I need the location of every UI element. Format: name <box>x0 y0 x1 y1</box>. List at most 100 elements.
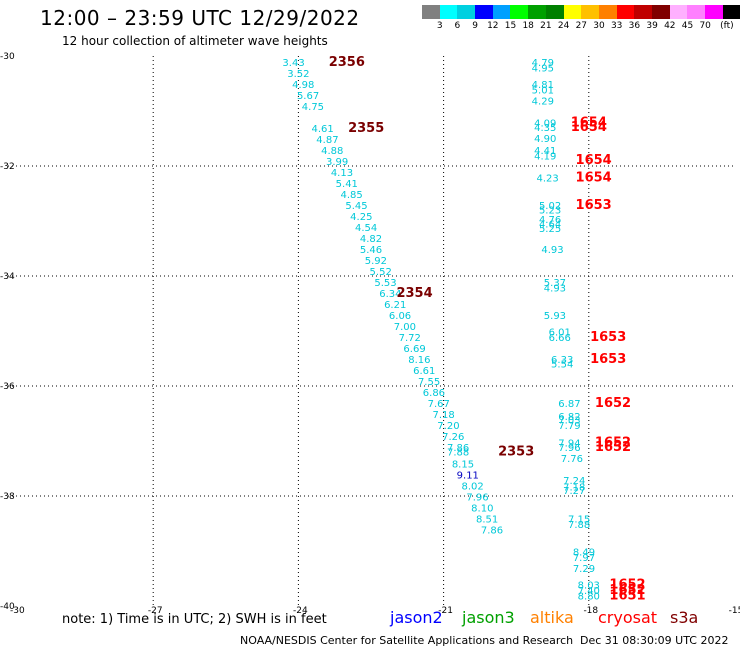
wave-height-value: 4.75 <box>302 102 324 113</box>
wave-height-value: 7.76 <box>561 454 583 465</box>
color-scale-label: (ft) <box>720 21 734 31</box>
wave-height-value: 7.96 <box>558 443 580 454</box>
wave-height-value: 5.54 <box>551 359 573 370</box>
wave-height-value: 6.61 <box>413 366 435 377</box>
wave-height-value: 4.64 <box>539 220 561 231</box>
credit-text: NOAA/NESDIS Center for Satellite Applica… <box>240 634 574 647</box>
x-tick-label: -24 <box>293 606 308 616</box>
wave-height-value: 4.13 <box>331 168 353 179</box>
wave-height-value: 4.35 <box>534 123 556 134</box>
pass-time-label: 1654 <box>571 120 607 135</box>
wave-height-value: 5.46 <box>360 245 382 256</box>
wave-height-value: 4.76 <box>539 215 561 226</box>
wave-height-value: 7.24 <box>563 476 585 487</box>
pass-time-label: 1652 <box>595 436 631 451</box>
color-scale-label: 36 <box>628 21 641 31</box>
y-tick-label: -30 <box>0 52 15 62</box>
color-scale-label: 39 <box>646 21 658 31</box>
wave-height-value: 5.53 <box>374 278 396 289</box>
color-scale-swatch <box>457 5 476 19</box>
color-scale-label: 9 <box>472 21 478 31</box>
wave-height-value: 6.34 <box>379 289 401 300</box>
color-scale-label: 27 <box>575 21 588 31</box>
wave-height-value: 4.19 <box>534 151 556 162</box>
wave-height-value: 7.03 <box>558 415 580 426</box>
color-scale-swatch <box>616 5 635 19</box>
pass-time-label: 1653 <box>576 198 612 213</box>
wave-height-value: 4.54 <box>355 223 377 234</box>
wave-height-value: 3.43 <box>282 58 304 69</box>
x-tick-label: -18 <box>583 606 598 616</box>
color-scale-swatch <box>651 5 670 19</box>
wave-height-value: 8.15 <box>452 459 474 470</box>
color-scale-label: 45 <box>681 21 694 31</box>
wave-height-value: 6.21 <box>384 300 406 311</box>
wave-height-value: 6.86 <box>423 388 445 399</box>
wave-height-value: 4.41 <box>534 146 556 157</box>
wave-height-value: 7.29 <box>573 564 595 575</box>
wave-height-value: 5.92 <box>365 256 387 267</box>
wave-height-value: 7.18 <box>563 483 585 494</box>
legend-item-cryosat: cryosat <box>598 608 658 627</box>
pass-time-label: 2354 <box>396 286 432 301</box>
wave-height-value: 7.18 <box>432 410 454 421</box>
color-scale-swatch <box>510 5 529 19</box>
wave-height-value: 7.88 <box>568 520 590 531</box>
color-scale-label: 6 <box>454 21 461 31</box>
wave-height-value: 8.03 <box>578 580 600 591</box>
color-scale-swatch <box>492 5 511 19</box>
wave-height-value: 7.27 <box>563 486 585 497</box>
color-scale-swatch <box>475 5 493 19</box>
color-scale-label: 15 <box>504 21 517 31</box>
wave-height-value: 6.82 <box>558 412 580 423</box>
color-scale-label: 33 <box>610 21 623 31</box>
pass-time-label: 1652 <box>609 577 645 592</box>
wave-height-value: 5.01 <box>532 85 554 96</box>
wave-height-value: 8.80 <box>578 591 600 602</box>
wave-height-value: 7.67 <box>428 399 450 410</box>
wave-height-value: 7.20 <box>437 421 459 432</box>
wave-height-value: 4.82 <box>360 234 382 245</box>
wave-height-value: 6.06 <box>389 311 411 322</box>
wave-height-value: 5.25 <box>539 224 561 235</box>
pass-time-label: 1652 <box>595 440 631 455</box>
wave-height-value: 7.86 <box>481 525 503 536</box>
y-tick-label: -32 <box>0 162 15 172</box>
wave-height-value: 6.66 <box>549 333 571 344</box>
page-subtitle: 12 hour collection of altimeter wave hei… <box>62 34 328 48</box>
wave-height-value: 5.37 <box>544 278 566 289</box>
x-tick-label: -27 <box>148 606 163 616</box>
wave-height-value: 8.51 <box>476 514 498 525</box>
color-scale-label: 21 <box>540 21 552 31</box>
color-scale-label: 70 <box>699 21 711 31</box>
color-scale-label: 24 <box>557 21 570 31</box>
wave-height-value: 7.97 <box>573 553 595 564</box>
y-tick-label: -40 <box>0 602 15 612</box>
wave-height-value: 3.99 <box>326 157 348 168</box>
wave-height-value: 4.81 <box>532 80 554 91</box>
color-scale-swatch <box>545 5 564 19</box>
color-scale-label: 42 <box>664 21 676 31</box>
wave-height-value: 6.01 <box>549 327 571 338</box>
pass-time-label: 1654 <box>571 115 607 130</box>
color-scale-label: 3 <box>436 21 443 31</box>
color-scale-label: 12 <box>487 21 499 31</box>
color-scale-swatch <box>705 5 723 19</box>
pass-time-label: 1654 <box>576 153 612 168</box>
wave-height-value: 4.87 <box>316 135 338 146</box>
pass-time-label: 1652 <box>595 396 631 411</box>
color-scale-labels: 3 6 9 12 15 18 21 24 27 30 33 36 39 42 45 70 (ft) <box>422 21 740 33</box>
color-scale-bar <box>422 5 740 19</box>
wave-height-value: 7.40 <box>578 586 600 597</box>
wave-height-value: 4.95 <box>532 63 554 74</box>
pass-time-label: 1652 <box>609 583 645 598</box>
wave-height-value: 8.49 <box>573 547 595 558</box>
color-scale-swatch <box>669 5 688 19</box>
wave-height-value: 4.23 <box>537 173 559 184</box>
wave-height-value: 8.02 <box>462 481 484 492</box>
wave-height-value: 7.55 <box>418 377 440 388</box>
x-tick-label: -30 <box>10 606 25 616</box>
wave-height-value: 4.85 <box>341 190 363 201</box>
